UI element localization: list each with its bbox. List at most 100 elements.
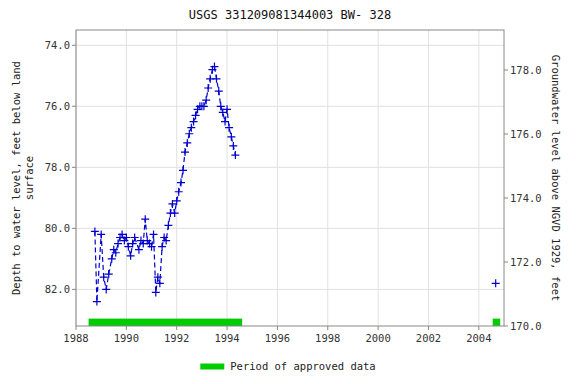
data-point [162,237,170,245]
approved-period [89,319,243,326]
data-point [150,230,158,238]
data-point [212,75,220,83]
data-point [105,270,113,278]
data-point [181,148,189,156]
y-axis-label: Depth to water level, feet below landsur… [10,61,35,295]
y-tick-label: 74.0 [45,39,70,51]
x-tick [327,326,328,330]
y2-tick [504,134,508,135]
x-grid-line [428,30,429,326]
data-point [154,273,162,281]
data-point [215,87,223,95]
data-point [152,288,160,296]
x-tick-label: 2000 [365,332,390,344]
y-tick [72,167,76,168]
data-point [102,285,110,293]
data-point [177,179,185,187]
x-tick-label: 1994 [214,332,239,344]
data-point [223,105,231,113]
y-axis-label-line: Depth to water level, feet below land [10,61,22,295]
y2-tick-label: 170.0 [510,320,542,332]
x-tick-label: 1988 [63,332,88,344]
y2-axis-label: Groundwater level above NGVD 1929, feet [550,55,562,302]
data-point [175,188,183,196]
data-point [135,246,143,254]
y-tick [72,45,76,46]
y2-tick [504,70,508,71]
plot-frame [76,30,504,326]
data-point [231,151,239,159]
y2-tick-label: 174.0 [510,192,542,204]
chart: 19881990199219941996199820002002200482.0… [0,0,576,384]
x-tick [176,326,177,330]
x-grid-line [277,30,278,326]
data-point [492,279,500,287]
y-grid-line [76,289,504,290]
legend-swatch [200,364,224,370]
y-tick-label: 78.0 [45,161,70,173]
x-tick [428,326,429,330]
data-point [129,240,137,248]
data-point [202,96,210,104]
title: USGS 331209081344003 BW- 328 [189,8,391,22]
x-tick [378,326,379,330]
y-tick-label: 82.0 [45,283,70,295]
x-tick-label: 1996 [265,332,290,344]
x-grid-line [126,30,127,326]
data-point [148,243,156,251]
y-tick [72,106,76,107]
data-point [190,118,198,126]
data-point [108,255,116,263]
x-tick-label: 1998 [315,332,340,344]
x-grid-line [227,30,228,326]
data-point [158,243,166,251]
x-tick-label: 1990 [114,332,139,344]
y-grid-line [76,106,504,107]
legend-label: Period of approved data [230,360,375,372]
data-point [156,279,164,287]
data-point [221,118,229,126]
x-tick-label: 1992 [164,332,189,344]
x-grid-line [378,30,379,326]
y-grid-line [76,45,504,46]
data-point [204,84,212,92]
background [0,0,576,384]
y2-tick [504,326,508,327]
x-grid-line [176,30,177,326]
data-point [229,142,237,150]
y2-tick-label: 176.0 [510,128,542,140]
x-tick [478,326,479,330]
grid [76,30,504,326]
data-point [173,197,181,205]
data-point [141,215,149,223]
data-point [97,230,105,238]
y-axis-label-line: surface [23,156,35,200]
data-point [127,252,135,260]
y2-tick-label: 172.0 [510,256,542,268]
data-point [122,234,130,242]
data-point [225,124,233,132]
y-tick [72,289,76,290]
y2-tick-label: 178.0 [510,64,542,76]
x-tick [76,326,77,330]
y-tick-label: 76.0 [45,100,70,112]
x-tick [227,326,228,330]
legend: Period of approved data [200,360,375,372]
data-point [112,249,120,257]
data-point [93,298,101,306]
data-point [227,133,235,141]
data-point [210,63,218,71]
y-tick-label: 80.0 [45,222,70,234]
data-point [179,166,187,174]
data-point [164,221,172,229]
data-point [192,111,200,119]
data-point [183,139,191,147]
x-tick [126,326,127,330]
data-point [185,130,193,138]
y-tick [72,228,76,229]
y-grid-line [76,167,504,168]
axes: 19881990199219941996199820002002200482.0… [45,39,542,344]
plot-data [89,63,501,326]
y2-tick [504,198,508,199]
x-tick-label: 2004 [466,332,491,344]
